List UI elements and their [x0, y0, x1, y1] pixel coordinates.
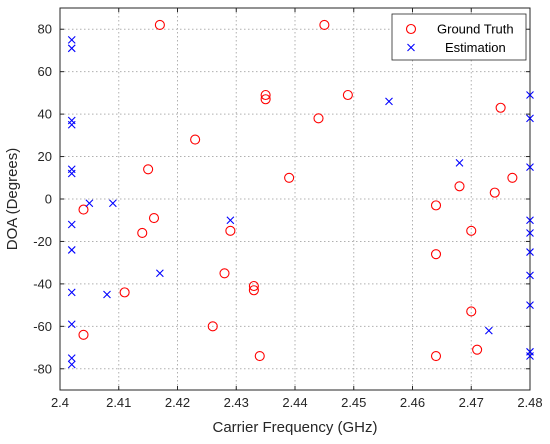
x-tick-label: 2.41	[106, 395, 131, 410]
estimation-point	[67, 220, 76, 229]
ground-truth-point	[454, 181, 465, 192]
ground-truth-point	[78, 329, 89, 340]
ground-truth-point	[472, 344, 483, 355]
ground-truth-point	[430, 249, 442, 260]
estimation-point	[526, 229, 534, 237]
ground-truth-point	[78, 204, 89, 215]
y-tick-label: 80	[38, 22, 52, 37]
ground-truth-point	[154, 19, 165, 31]
ground-truth-point	[148, 213, 160, 224]
legend-marker-ground-truth	[405, 23, 417, 35]
ground-truth-point	[254, 350, 265, 362]
ground-truth-point	[190, 134, 201, 145]
x-tick-label: 2.48	[517, 395, 542, 410]
ground-truth-point	[489, 187, 500, 198]
estimation-point	[526, 91, 534, 99]
ground-truth-point	[248, 280, 259, 292]
legend-label-ground-truth: Ground Truth	[437, 22, 514, 37]
ground-truth-point	[313, 113, 324, 124]
y-tick-label: 20	[38, 149, 52, 164]
estimation-point	[67, 360, 76, 369]
x-tick-label: 2.43	[224, 395, 249, 410]
legend-box	[391, 13, 527, 61]
estimation-point	[526, 301, 534, 310]
x-tick-label: 2.46	[400, 395, 425, 410]
estimation-point	[67, 246, 76, 254]
estimation-point	[67, 354, 76, 363]
ground-truth-point	[119, 287, 130, 298]
estimation-point	[155, 269, 164, 278]
x-tick-label: 2.47	[459, 395, 484, 410]
legend-marker-estimation	[407, 43, 415, 52]
estimation-point	[526, 216, 534, 225]
x-tick-label: 2.44	[282, 395, 307, 410]
y-tick-label: 60	[38, 64, 52, 79]
estimation-point	[526, 163, 534, 172]
estimation-point	[526, 114, 534, 123]
ground-truth-point	[207, 321, 218, 332]
data-layer	[67, 19, 534, 369]
estimation-point	[103, 290, 111, 299]
tick-layer: 2.4 2.41 2.42 2.43 2.44 2.45 2.46 2.47 2.48 80 60 4…	[33, 8, 543, 410]
y-tick-label: 40	[38, 107, 52, 122]
estimation-point	[484, 326, 493, 335]
ground-truth-point	[342, 89, 353, 101]
ground-truth-point	[430, 200, 442, 211]
estimation-point	[85, 199, 94, 208]
estimation-point	[67, 169, 76, 178]
legend-label-estimation: Estimation	[445, 40, 506, 55]
ground-truth-point	[466, 225, 477, 236]
ground-truth-point	[319, 19, 330, 31]
ground-truth-point	[248, 285, 259, 296]
y-tick-label: 0	[45, 192, 52, 207]
ground-truth-point	[137, 227, 148, 239]
estimation-point	[67, 44, 76, 53]
y-tick-label: -40	[33, 276, 52, 291]
estimation-point	[67, 288, 76, 297]
legend: Ground Truth Estimation	[391, 13, 527, 61]
ground-truth-point	[260, 94, 271, 105]
estimation-point	[108, 199, 117, 208]
estimation-point	[67, 320, 76, 329]
ground-truth-point	[260, 89, 271, 101]
ground-truth-point	[495, 102, 506, 113]
estimation-point	[67, 120, 76, 129]
y-tick-label: -80	[33, 361, 52, 376]
x-tick-label: 2.4	[51, 395, 69, 410]
estimation-point	[455, 159, 464, 167]
ground-truth-point	[430, 350, 442, 362]
estimation-point	[67, 35, 76, 44]
ground-truth-point	[466, 306, 477, 317]
estimation-point	[526, 352, 534, 360]
ground-truth-point	[507, 172, 518, 183]
y-tick-label: -60	[33, 319, 52, 334]
estimation-point	[526, 248, 534, 256]
estimation-point	[526, 271, 534, 280]
estimation-point	[385, 97, 393, 106]
x-tick-label: 2.42	[165, 395, 190, 410]
ground-truth-point	[219, 268, 230, 279]
y-axis-label: DOA (Degrees)	[4, 148, 21, 251]
estimation-point	[226, 216, 235, 225]
y-tick-label: -20	[33, 234, 52, 249]
ground-truth-point	[284, 172, 295, 183]
x-tick-label: 2.45	[341, 395, 366, 410]
ground-truth-point	[143, 164, 154, 175]
x-axis-label: Carrier Frequency (GHz)	[212, 419, 377, 436]
ground-truth-point	[225, 225, 236, 236]
